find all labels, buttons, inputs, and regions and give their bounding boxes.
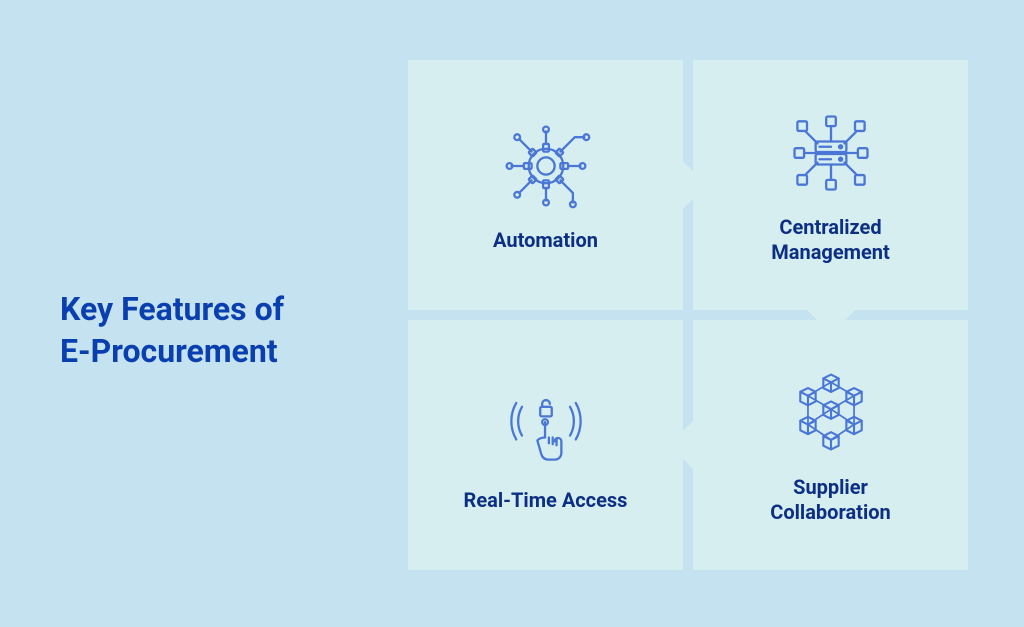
touch-access-icon (498, 378, 594, 474)
arrow-down-icon (807, 310, 855, 334)
card-automation: Automation (408, 60, 683, 310)
infographic-canvas: Key Features ofE-Procurement (0, 0, 1024, 627)
card-supplier: SupplierCollaboration (693, 320, 968, 570)
arrow-right-icon (683, 161, 707, 209)
card-centralized-label: CentralizedManagement (771, 215, 889, 265)
gear-network-icon (498, 118, 594, 214)
feature-grid: Automation (408, 60, 968, 570)
cubes-network-icon (783, 365, 879, 461)
arrow-left-icon (669, 421, 693, 469)
card-automation-label: Automation (493, 228, 598, 253)
card-supplier-label: SupplierCollaboration (770, 475, 890, 525)
page-title: Key Features ofE-Procurement (60, 289, 370, 372)
card-centralized: CentralizedManagement (693, 60, 968, 310)
server-network-icon (783, 105, 879, 201)
card-realtime: Real-Time Access (408, 320, 683, 570)
card-realtime-label: Real-Time Access (464, 488, 628, 513)
